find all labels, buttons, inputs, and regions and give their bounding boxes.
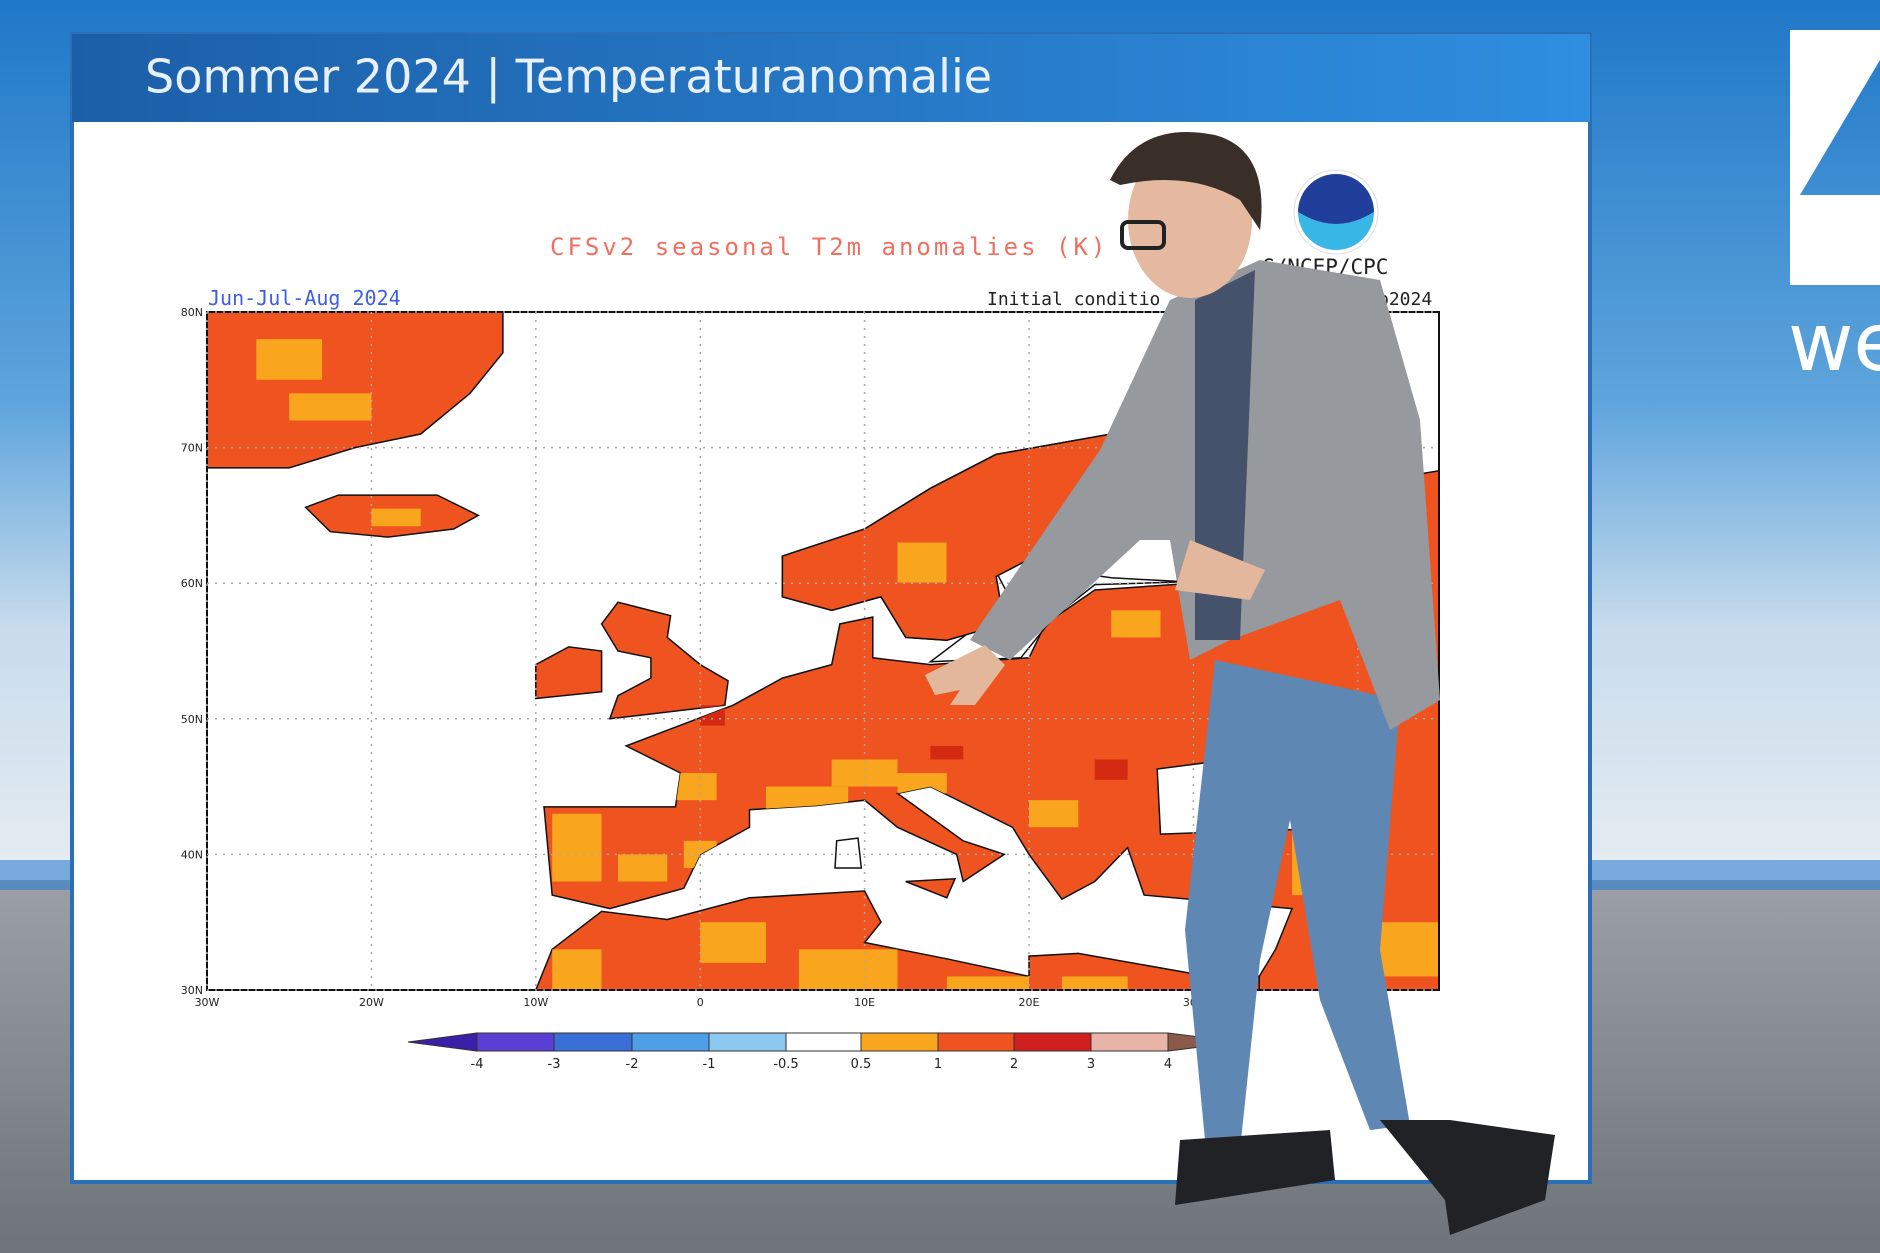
colorbar-segment [1090, 1032, 1169, 1052]
presenter-shirt [1195, 270, 1255, 640]
presenter [925, 132, 1555, 1235]
colorbar-label: 2 [1010, 1057, 1018, 1072]
presenter-shoe [1380, 1120, 1555, 1235]
anomaly-cell [1111, 610, 1161, 638]
colorbar-label: 4 [1164, 1057, 1172, 1072]
sea-sardinia [834, 837, 863, 869]
colorbar-label: -0.5 [773, 1057, 798, 1072]
lat-label: 30N [181, 984, 203, 997]
colorbar-segment [860, 1032, 939, 1052]
land-ireland [535, 646, 603, 700]
lon-label: 0 [697, 996, 704, 1009]
lat-label: 40N [181, 848, 203, 861]
anomaly-cell [1029, 800, 1079, 828]
presenter-shoe [1175, 1130, 1335, 1205]
presenter-hand [925, 645, 1005, 705]
presenter-glasses [1120, 220, 1166, 250]
map-period: Jun-Jul-Aug 2024 [208, 286, 401, 310]
anomaly-cell [700, 922, 766, 963]
colorbar-label: -3 [548, 1057, 561, 1072]
lon-label: 30W [195, 996, 220, 1009]
noaa-logo [1293, 169, 1379, 255]
lat-label: 80N [181, 306, 203, 319]
logo-shape [1790, 30, 1880, 285]
colorbar-label: -2 [626, 1057, 639, 1072]
colorbar-segment [553, 1032, 633, 1052]
anomaly-cell [371, 508, 421, 527]
anomaly-cell [946, 976, 1029, 990]
anomaly-cell [1094, 759, 1128, 780]
map-initial-conditions-end: b2024 [1378, 289, 1432, 310]
anomaly-cell [930, 745, 964, 760]
header-bar [72, 34, 1590, 122]
anomaly-cell [552, 949, 602, 990]
colorbar-label: 3 [1087, 1057, 1095, 1072]
lon-label: 10E [854, 996, 875, 1009]
anomaly-cell [256, 339, 323, 380]
colorbar-label: -4 [471, 1057, 484, 1072]
anomaly-cell [798, 949, 898, 990]
colorbar-segment [631, 1032, 710, 1052]
colorbar-label: 1 [934, 1057, 942, 1072]
map-title: CFSv2 seasonal T2m anomalies (K) [550, 233, 1108, 261]
anomaly-cell [831, 759, 898, 787]
lon-label: 20W [359, 996, 384, 1009]
colorbar-segment [476, 1032, 555, 1052]
header-title: Sommer 2024 | Temperaturanomalie [145, 50, 992, 105]
anomaly-cell [552, 813, 602, 882]
anomaly-cell [1061, 976, 1128, 990]
land-sicily [905, 877, 957, 899]
colorbar-segment [937, 1032, 1015, 1052]
colorbar-segment [785, 1032, 862, 1052]
lat-label: 60N [181, 577, 203, 590]
lat-label: 50N [181, 713, 203, 726]
map-initial-conditions: Initial conditio [987, 289, 1160, 310]
colorbar-label: -1 [703, 1057, 716, 1072]
lat-label: 70N [181, 442, 203, 455]
colorbar: -4 -3 -2 -1 -0.5 0.5 1 2 3 4 [407, 1032, 1241, 1072]
land-britain [600, 601, 729, 720]
presenter-hair [1110, 132, 1262, 230]
colorbar-segment [1013, 1032, 1092, 1052]
colorbar-label: 0.5 [851, 1057, 872, 1072]
anomaly-cell [289, 393, 372, 421]
lon-label: 20E [1019, 996, 1040, 1009]
presenter-jeans [1185, 660, 1410, 1150]
presenter-hand [1175, 540, 1265, 600]
colorbar-segment [708, 1032, 787, 1052]
logo-text: we [1788, 296, 1880, 389]
anomaly-cell [897, 773, 947, 794]
anomaly-cell [897, 542, 947, 583]
lon-label: 10W [523, 996, 548, 1009]
anomaly-cell [618, 854, 668, 882]
